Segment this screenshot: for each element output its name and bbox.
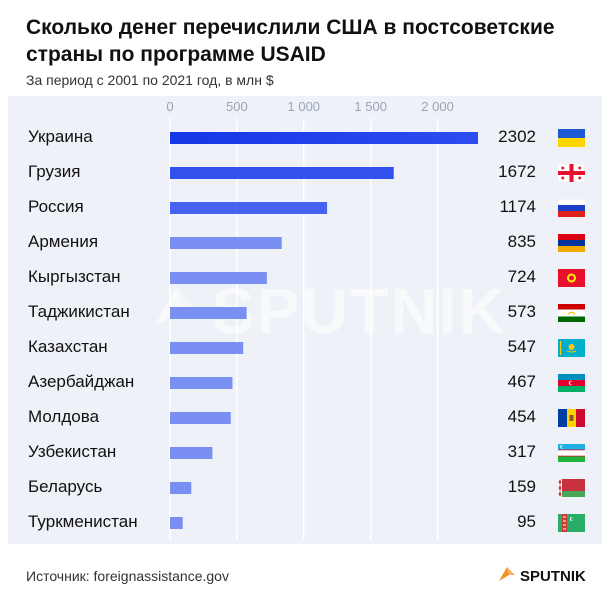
flag-ukraine-icon xyxy=(558,129,585,147)
flag-moldova-icon xyxy=(558,409,585,427)
bar-8 xyxy=(170,412,231,424)
category-label: Кыргызстан xyxy=(28,267,121,286)
bar-1 xyxy=(170,167,394,179)
bar-2 xyxy=(170,202,328,214)
value-label: 547 xyxy=(507,337,536,356)
bar-9 xyxy=(170,447,213,459)
value-label: 1672 xyxy=(498,162,536,181)
value-label: 724 xyxy=(507,267,536,286)
bar-10 xyxy=(170,482,192,494)
flag-tajikistan-icon xyxy=(558,304,585,322)
bar-4 xyxy=(170,272,267,284)
watermark: SPUTNIK xyxy=(150,274,507,348)
value-label: 573 xyxy=(507,302,536,321)
category-label: Узбекистан xyxy=(28,442,117,461)
flag-azerbaijan-icon xyxy=(558,374,585,392)
bar-6 xyxy=(170,342,244,354)
sputnik-logo: SPUTNIK xyxy=(498,566,586,586)
bar-5 xyxy=(170,307,247,319)
value-label: 159 xyxy=(507,477,536,496)
category-label: Молдова xyxy=(28,407,100,426)
value-label: 95 xyxy=(517,512,536,531)
bar-0 xyxy=(170,132,478,144)
category-label: Украина xyxy=(28,127,93,146)
watermark-text: SPUTNIK xyxy=(212,275,507,347)
category-label: Беларусь xyxy=(28,477,103,496)
category-label: Туркменистан xyxy=(28,512,138,531)
x-tick-label: 2 000 xyxy=(421,99,454,114)
x-tick-label: 500 xyxy=(226,99,248,114)
flag-armenia-icon xyxy=(558,234,585,252)
flag-kyrgyzstan-icon xyxy=(558,269,585,287)
watermark-logo-icon xyxy=(150,274,202,348)
chart-subtitle: За период с 2001 по 2021 год, в млн $ xyxy=(26,72,274,88)
sputnik-logo-text: SPUTNIK xyxy=(520,567,586,585)
source-note: Источник: foreignassistance.gov xyxy=(26,568,229,584)
flag-belarus-icon xyxy=(558,479,585,497)
flag-turkmenistan-icon xyxy=(558,514,585,532)
sputnik-logo-icon xyxy=(498,566,516,586)
category-label: Грузия xyxy=(28,162,81,181)
category-label: Азербайджан xyxy=(28,372,135,391)
x-tick-label: 1 000 xyxy=(287,99,321,114)
category-label: Армения xyxy=(28,232,99,251)
flag-kazakhstan-icon xyxy=(558,339,585,357)
bar-7 xyxy=(170,377,233,389)
flag-russia-icon xyxy=(558,199,585,217)
value-label: 1174 xyxy=(499,197,536,216)
chart-title: Сколько денег перечислили США в постсове… xyxy=(26,16,555,66)
flag-uzbekistan-icon xyxy=(558,444,585,462)
value-label: 317 xyxy=(507,442,536,461)
value-label: 2302 xyxy=(498,127,536,146)
category-label: Россия xyxy=(28,197,84,216)
value-label: 454 xyxy=(507,407,536,426)
category-label: Таджикистан xyxy=(28,302,130,321)
category-label: Казахстан xyxy=(28,337,108,356)
bar-11 xyxy=(170,517,183,529)
value-label: 835 xyxy=(507,232,536,251)
x-tick-label: 1 500 xyxy=(354,99,387,114)
value-label: 467 xyxy=(507,372,536,391)
x-tick-label: 0 xyxy=(166,99,174,114)
flag-georgia-icon xyxy=(558,164,585,182)
bar-3 xyxy=(170,237,282,249)
